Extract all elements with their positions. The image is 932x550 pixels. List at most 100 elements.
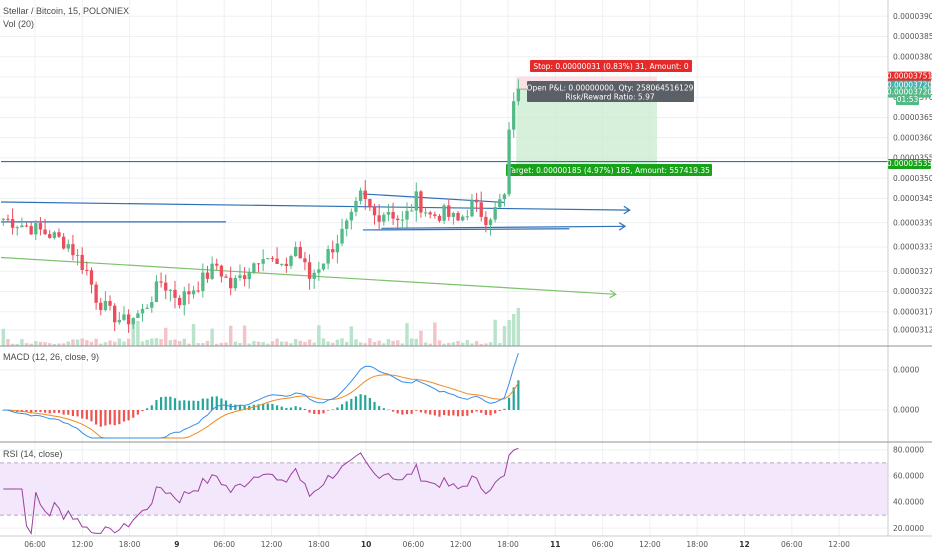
volume-bar [38,341,43,346]
candle-body [512,101,516,130]
volume-bar [159,339,163,346]
stop-label: Stop: 0.00000031 (0.83%) 31, Amount: 0 [530,60,692,72]
macd-histogram-bar [443,410,446,416]
volume-bar [20,339,24,346]
candle-body [414,191,418,211]
candle-body [177,297,182,306]
drawn-trendlines[interactable] [0,160,888,299]
open-pnl-label: Open P&L: 0.00000000, Qty: 258064516129R… [527,81,694,102]
volume-bar [247,343,251,346]
candle-body [126,314,131,325]
macd-histogram-bar [132,410,135,418]
macd-histogram-bar [354,396,358,410]
volume-bar [252,341,256,346]
volume-bar [154,338,159,346]
symbol-legend[interactable]: Stellar / Bitcoin, 15, POLONIEX [3,6,130,16]
volume-bar [405,323,409,346]
candle-body [340,228,344,244]
candle-body [391,212,395,219]
volume-bar [293,338,298,346]
macd-indicator [2,352,520,439]
volume-bar [57,343,61,346]
macd-histogram-bar [419,410,423,413]
time-tick-label: 06:00 [592,540,614,549]
macd-histogram-bar [484,410,487,415]
volume-bar [400,343,405,346]
macd-histogram-bar [220,398,223,410]
macd-histogram-bar [489,410,492,416]
volume-bar [205,340,210,346]
volume-bar [396,340,400,346]
volume-bar [303,341,307,346]
volume-bar [312,342,316,346]
volume-legend[interactable]: Vol (20) [3,19,35,29]
volume-bar [358,342,363,346]
volume-bar [261,342,265,346]
volume-bar [6,339,10,346]
macd-histogram-bar [266,403,269,410]
candle-body [293,247,298,257]
candle-body [354,200,358,212]
macd-histogram-bar [81,410,84,419]
candle-body [270,258,275,260]
volume-bar [182,338,186,346]
candle-body [15,227,19,229]
macd-histogram-bar [197,400,200,410]
candle-body [261,259,265,264]
time-tick-label: 11 [550,540,560,549]
candle-body [400,219,405,221]
macd-histogram-bar [159,397,163,410]
macd-histogram-bar [234,404,237,410]
volume-bar [177,340,182,346]
price-badge-bg [888,71,931,82]
macd-histogram-bar [211,396,214,410]
volume-bar [48,343,52,346]
volume-bar [437,340,442,346]
volume-bar [479,343,483,346]
candle-body [331,249,335,253]
macd-histogram-bar [90,410,93,422]
position-tool[interactable]: Stop: 0.00000031 (0.83%) 31, Amount: 0 Op… [506,60,712,176]
macd-histogram-bar [373,401,376,410]
candle-body [498,199,502,208]
volume-bar [391,340,395,346]
volume-bar [507,320,511,346]
candle-body [10,219,15,228]
volume-bar [335,339,340,346]
candle-body [437,215,442,221]
volume-bar [474,341,479,346]
candle-body [136,313,140,319]
candle-body [75,254,80,256]
macd-histogram-bar [39,410,42,413]
macd-legend[interactable]: MACD (12, 26, close, 9) [3,352,100,362]
rsi-tick-label: 40.0000 [893,498,924,507]
rsi-legend[interactable]: RSI (14, close) [3,449,63,459]
volume-bar [126,338,131,346]
open-pnl-bg [527,81,694,102]
candle-body [461,216,465,221]
volume-bar [66,341,70,346]
time-tick-label: 18:00 [497,540,519,549]
macd-histogram-bar [48,410,51,414]
macd-histogram-bar [396,410,399,414]
volume-bar [150,338,154,346]
price-badge-text: 0.00003720 [887,87,932,96]
time-tick-label: 06:00 [24,540,46,549]
macd-histogram-bar [201,398,204,410]
macd-line [3,352,519,439]
macd-histogram-bar [289,407,293,410]
candle-body [29,225,33,235]
candle-body [71,244,75,256]
candle-body [409,210,414,212]
candle-body [48,234,52,238]
candle-body [298,247,302,259]
volume-bar [470,343,474,346]
candle-body [233,277,237,289]
volume-bar [349,326,354,346]
macd-histogram-bar [494,410,497,414]
